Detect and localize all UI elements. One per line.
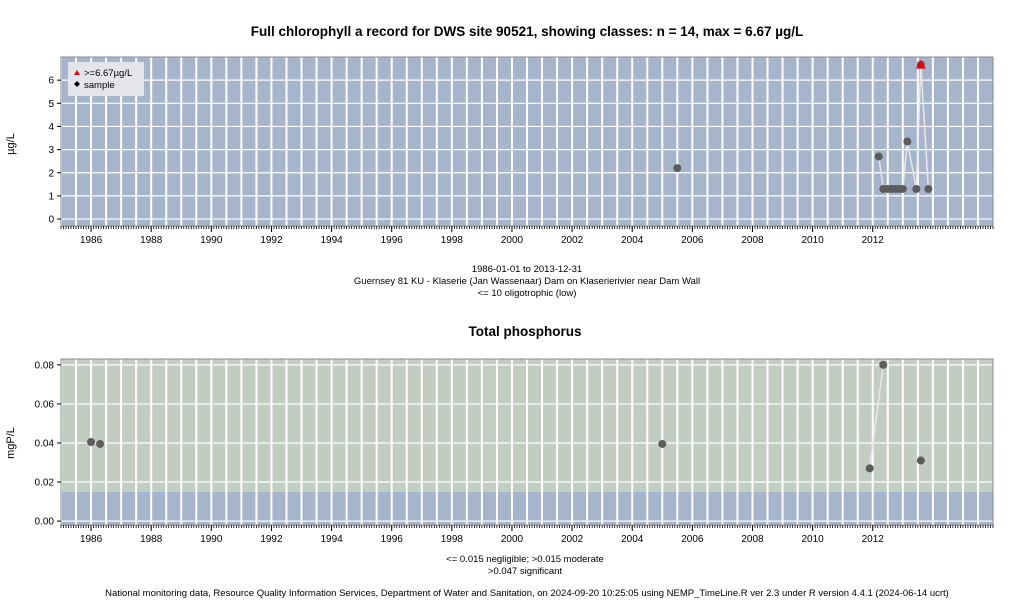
- tp-x-tick-label: 2008: [741, 534, 764, 545]
- chl-x-tick-label: 2006: [681, 235, 704, 246]
- chlorophyll-y-axis-label: µg/L: [5, 133, 17, 155]
- tp-y-tick-label: 0.00: [35, 517, 55, 528]
- legend-box: [68, 62, 144, 96]
- legend-label-sample: sample: [84, 80, 115, 91]
- phosphorus-class-caption-1: <= 0.015 negligible; >0.015 moderate: [446, 554, 604, 565]
- tp-x-tick-label: 1998: [441, 534, 464, 545]
- tp-data-point: [916, 456, 925, 465]
- tp-x-tick-label: 2004: [621, 534, 644, 545]
- chl-data-point: [903, 137, 912, 146]
- chl-x-tick-label: 2000: [501, 235, 524, 246]
- legend-triangle-icon: [74, 70, 80, 75]
- chlorophyll-class-caption: <= 10 oligotrophic (low): [478, 288, 577, 299]
- chl-threshold-marker: [915, 59, 926, 69]
- tp-x-tick-label: 1990: [200, 534, 223, 545]
- chlorophyll-chart-title: Full chlorophyll a record for DWS site 9…: [251, 24, 803, 39]
- chl-data-point: [874, 152, 883, 161]
- tp-x-tick-label: 1996: [381, 534, 404, 545]
- tp-y-tick-label: 0.02: [35, 478, 55, 489]
- chl-x-tick-label: 2010: [801, 235, 824, 246]
- tp-data-point: [96, 439, 105, 448]
- chl-x-tick-label: 1996: [381, 235, 404, 246]
- tp-x-tick-label: 2012: [862, 534, 885, 545]
- chl-x-tick-label: 1990: [200, 235, 223, 246]
- chl-x-tick-label: 2002: [561, 235, 584, 246]
- chl-connector-line: [906, 141, 918, 190]
- chl-x-tick-label: 1988: [140, 235, 163, 246]
- chlorophyll-date-range: 1986-01-01 to 2013-12-31: [472, 264, 582, 275]
- chl-y-tick-label: 6: [48, 76, 54, 87]
- chl-x-tick-label: 1992: [260, 235, 283, 246]
- chl-x-tick-label: 2004: [621, 235, 644, 246]
- chl-connector-line: [878, 156, 885, 190]
- chl-x-tick-label: 2008: [741, 235, 764, 246]
- tp-y-tick-label: 0.04: [35, 438, 55, 449]
- chl-data-point: [898, 184, 907, 193]
- tp-data-point: [87, 438, 96, 446]
- phosphorus-chart: Total phosphorus 0.00 0.02 0.04 0.06 0.08 198…: [5, 324, 994, 577]
- legend-label-threshold: >=6.67µg/L: [84, 68, 132, 79]
- chl-x-tick-label: 1994: [320, 235, 343, 246]
- chl-y-tick-label: 5: [48, 99, 54, 110]
- tp-connector-line: [868, 364, 885, 469]
- tp-data-point: [865, 464, 874, 473]
- tp-x-tick-label: 2006: [681, 534, 704, 545]
- chlorophyll-chart: Full chlorophyll a record for DWS site 9…: [5, 24, 994, 299]
- tp-x-tick-label: 2000: [501, 534, 524, 545]
- chl-x-tick-label: 2012: [862, 235, 885, 246]
- tp-data-point: [879, 360, 888, 369]
- chl-y-tick-label: 0: [48, 215, 54, 226]
- chl-connector-line: [902, 141, 909, 190]
- chlorophyll-site-name: Guernsey 81 KU - Klaserie (Jan Wassenaar…: [354, 276, 700, 287]
- tp-y-tick-label: 0.06: [35, 399, 55, 410]
- phosphorus-y-axis-label: mgP/L: [5, 427, 17, 459]
- legend-diamond-icon: [74, 81, 80, 87]
- chl-x-tick-label: 1998: [441, 235, 464, 246]
- chl-data-point: [912, 184, 921, 193]
- chl-y-tick-label: 3: [48, 145, 54, 156]
- phosphorus-plot-area: 0.00 0.02 0.04 0.06 0.08 1986 1988 1990 1992 1994…: [35, 358, 994, 545]
- chl-connector-line: [920, 64, 930, 190]
- chl-x-tick-label: 1986: [80, 235, 103, 246]
- tp-x-tick-label: 1992: [260, 534, 283, 545]
- chlorophyll-plot-area: 0 1 2 3 4 5 6 1986 1988 1990 1992 1994 1996 1998 2000 2…: [48, 56, 994, 246]
- tp-y-tick-label: 0.08: [35, 360, 55, 371]
- chl-connector-line: [915, 64, 922, 189]
- chlorophyll-legend: >=6.67µg/L sample: [68, 62, 144, 96]
- chl-y-tick-label: 1: [48, 191, 54, 202]
- tp-x-tick-label: 1994: [320, 534, 343, 545]
- chl-data-point: [673, 164, 682, 173]
- tp-x-tick-label: 2010: [801, 534, 824, 545]
- tp-x-tick-label: 2002: [561, 534, 584, 545]
- tp-data-point: [658, 439, 667, 448]
- phosphorus-class-caption-2: >0.047 significant: [488, 566, 563, 577]
- phosphorus-chart-title: Total phosphorus: [469, 324, 582, 339]
- chl-y-tick-label: 4: [48, 122, 54, 133]
- tp-x-tick-label: 1986: [80, 534, 103, 545]
- chl-data-point: [924, 184, 933, 193]
- footer-credit: National monitoring data, Resource Quali…: [105, 588, 949, 599]
- tp-x-tick-label: 1988: [140, 534, 163, 545]
- chl-y-tick-label: 2: [48, 168, 54, 179]
